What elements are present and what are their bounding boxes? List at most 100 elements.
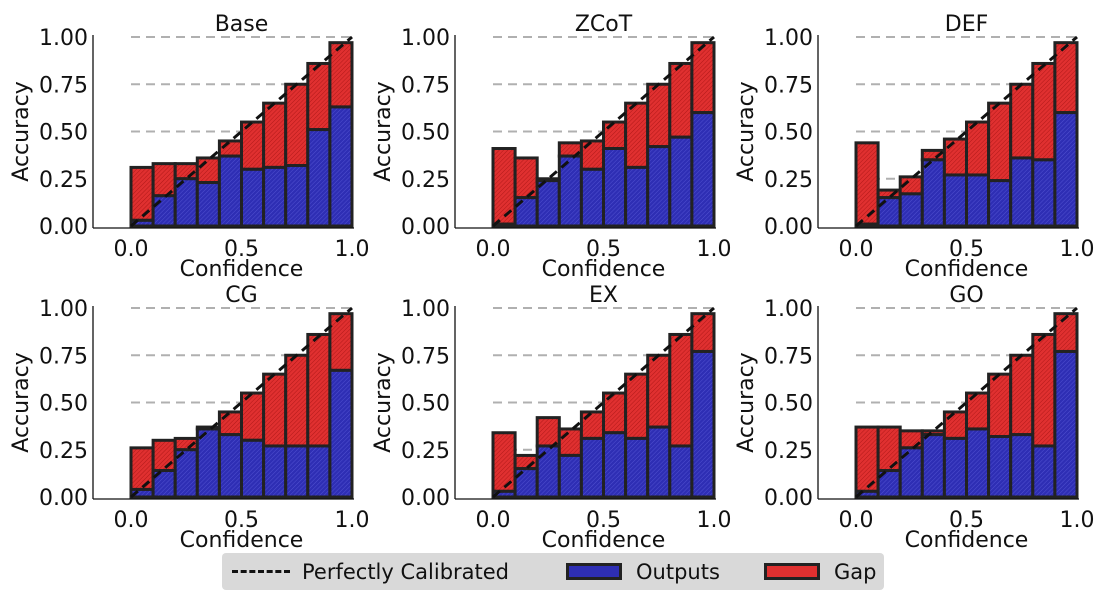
output-bar (1053, 349, 1079, 499)
y-axis-label: Accuracy (9, 81, 34, 181)
legend: Perfectly Calibrated Outputs Gap (222, 553, 884, 590)
output-bar (987, 179, 1013, 228)
output-bar (942, 173, 969, 228)
x-tick-label: 0.0 (839, 237, 874, 262)
gap-bar (579, 139, 606, 171)
y-tick-label: 0.00 (401, 215, 450, 240)
gap-bar (668, 61, 694, 139)
x-axis-label: Confidence (180, 257, 304, 282)
gap-swatch-icon (764, 563, 820, 580)
panel-title: EX (589, 283, 618, 308)
x-tick-label: 1.0 (697, 508, 732, 533)
gap-bar (987, 372, 1013, 439)
legend-label: Perfectly Calibrated (302, 559, 510, 584)
gap-bar (262, 101, 288, 169)
output-bar (240, 167, 266, 228)
x-tick-label: 0.5 (586, 508, 621, 533)
x-tick-label: 0.0 (114, 508, 149, 533)
output-bar (557, 453, 583, 499)
y-tick-label: 0.50 (401, 392, 450, 417)
output-bar (262, 444, 288, 499)
panel-cg: 0.00 0.25 0.50 0.75 1.00 0.0 0.5 1.0 CG Confidenc… (9, 283, 370, 553)
gap-bar (1009, 353, 1035, 437)
output-bar (513, 196, 539, 228)
x-tick-label: 0.5 (586, 237, 621, 262)
gap-bar (306, 332, 332, 448)
gap-bar (1031, 332, 1057, 448)
output-bar (217, 433, 243, 499)
gap-bar (262, 372, 288, 448)
output-bar (306, 444, 332, 499)
x-tick-label: 1.0 (697, 237, 732, 262)
perfect-calibration-line (855, 35, 1078, 228)
panel-title: DEF (945, 12, 989, 37)
output-bar (1053, 111, 1079, 228)
y-tick-label: 0.00 (401, 486, 450, 511)
perfect-calibration-line (855, 306, 1078, 499)
gap-bar (987, 101, 1013, 183)
gap-bar (876, 425, 902, 473)
output-bar (284, 444, 310, 499)
y-tick-label: 1.00 (39, 26, 88, 51)
y-tick-label: 0.50 (764, 121, 813, 146)
legend-item-gap: Gap (764, 553, 876, 590)
output-bar (668, 444, 694, 499)
output-bar (328, 105, 354, 228)
output-bar (328, 368, 354, 499)
gap-bar (129, 165, 155, 222)
output-bar (513, 467, 539, 499)
perfect-calibration-line (130, 35, 353, 228)
y-tick-label: 1.00 (401, 297, 450, 322)
gap-bar (240, 120, 266, 171)
panel-title: Base (215, 12, 269, 37)
y-tick-label: 0.75 (401, 73, 450, 98)
y-tick-label: 1.00 (764, 26, 813, 51)
panel-base: 0.00 0.25 0.50 0.75 1.00 0.0 0.5 1.0 Base Confide… (9, 12, 370, 282)
output-bar (965, 427, 991, 499)
output-bar (1009, 433, 1035, 499)
y-tick-label: 1.00 (39, 297, 88, 322)
y-axis-label: Accuracy (734, 81, 759, 181)
output-bar (151, 194, 177, 228)
output-bar (602, 147, 628, 228)
output-bar (1031, 158, 1057, 228)
gap-bar (668, 332, 694, 448)
x-tick-label: 0.5 (949, 237, 984, 262)
y-tick-label: 0.25 (39, 439, 88, 464)
y-tick-label: 1.00 (764, 297, 813, 322)
gap-bar (284, 82, 310, 168)
output-bar (306, 128, 332, 228)
gap-bar (646, 82, 672, 149)
gap-bar (1031, 61, 1057, 162)
output-bar (690, 349, 716, 499)
x-tick-label: 0.5 (949, 508, 984, 533)
gap-bar (854, 425, 880, 493)
legend-item-outputs: Outputs (566, 553, 720, 590)
output-bar (284, 164, 310, 228)
gap-bar (284, 353, 310, 448)
output-bar (876, 196, 902, 228)
output-bar (195, 181, 221, 228)
gap-bar (129, 446, 155, 491)
output-bar (240, 438, 266, 499)
x-axis-label: Confidence (905, 528, 1029, 553)
y-tick-label: 0.75 (764, 344, 813, 369)
y-tick-label: 0.25 (401, 168, 450, 193)
gap-bar (217, 410, 243, 437)
output-bar (942, 436, 969, 499)
output-bar (987, 435, 1013, 499)
y-tick-label: 0.00 (39, 486, 88, 511)
y-tick-label: 0.25 (401, 439, 450, 464)
y-axis-label: Accuracy (371, 81, 396, 181)
gap-bar (690, 41, 716, 115)
output-bar (217, 154, 243, 228)
x-tick-label: 1.0 (335, 508, 370, 533)
gap-bar (602, 120, 628, 151)
y-tick-label: 0.75 (39, 344, 88, 369)
legend-label: Gap (834, 559, 877, 584)
gap-bar (195, 156, 221, 185)
panel-zcot: 0.00 0.25 0.50 0.75 1.00 0.0 0.5 1.0 ZCoT Confide… (371, 12, 732, 282)
output-bar (579, 167, 606, 228)
calibration-figure: 0.00 0.25 0.50 0.75 1.00 0.0 0.5 1.0 Base Confide… (9, 12, 1095, 553)
gap-bar (151, 438, 177, 473)
